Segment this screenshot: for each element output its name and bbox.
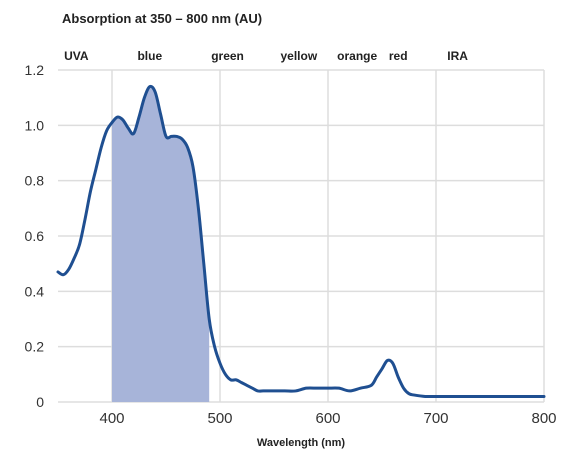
band-label: green [211, 49, 244, 63]
band-label: red [389, 49, 408, 63]
chart-title: Absorption at 350 – 800 nm (AU) [62, 11, 262, 26]
x-axis-label: Wavelength (nm) [257, 437, 346, 449]
highlight-area [112, 86, 210, 402]
y-tick-label: 0.6 [25, 228, 45, 244]
y-tick-label: 1.2 [25, 62, 45, 78]
x-tick-label: 600 [315, 410, 340, 427]
series-line [56, 84, 546, 399]
y-tick-label: 0.4 [25, 283, 45, 299]
band-label: blue [137, 49, 162, 63]
x-tick-label: 700 [423, 410, 448, 427]
x-tick-label: 500 [207, 410, 232, 427]
band-label: yellow [280, 49, 317, 63]
band-label: UVA [64, 49, 89, 63]
band-label: orange [337, 49, 377, 63]
x-tick-label: 400 [99, 410, 124, 427]
y-tick-label: 0 [36, 394, 44, 410]
y-tick-label: 0.2 [25, 339, 45, 355]
x-tick-label: 800 [531, 410, 556, 427]
y-tick-label: 1.0 [25, 117, 45, 133]
y-tick-label: 0.8 [25, 173, 45, 189]
band-label: IRA [447, 49, 468, 63]
